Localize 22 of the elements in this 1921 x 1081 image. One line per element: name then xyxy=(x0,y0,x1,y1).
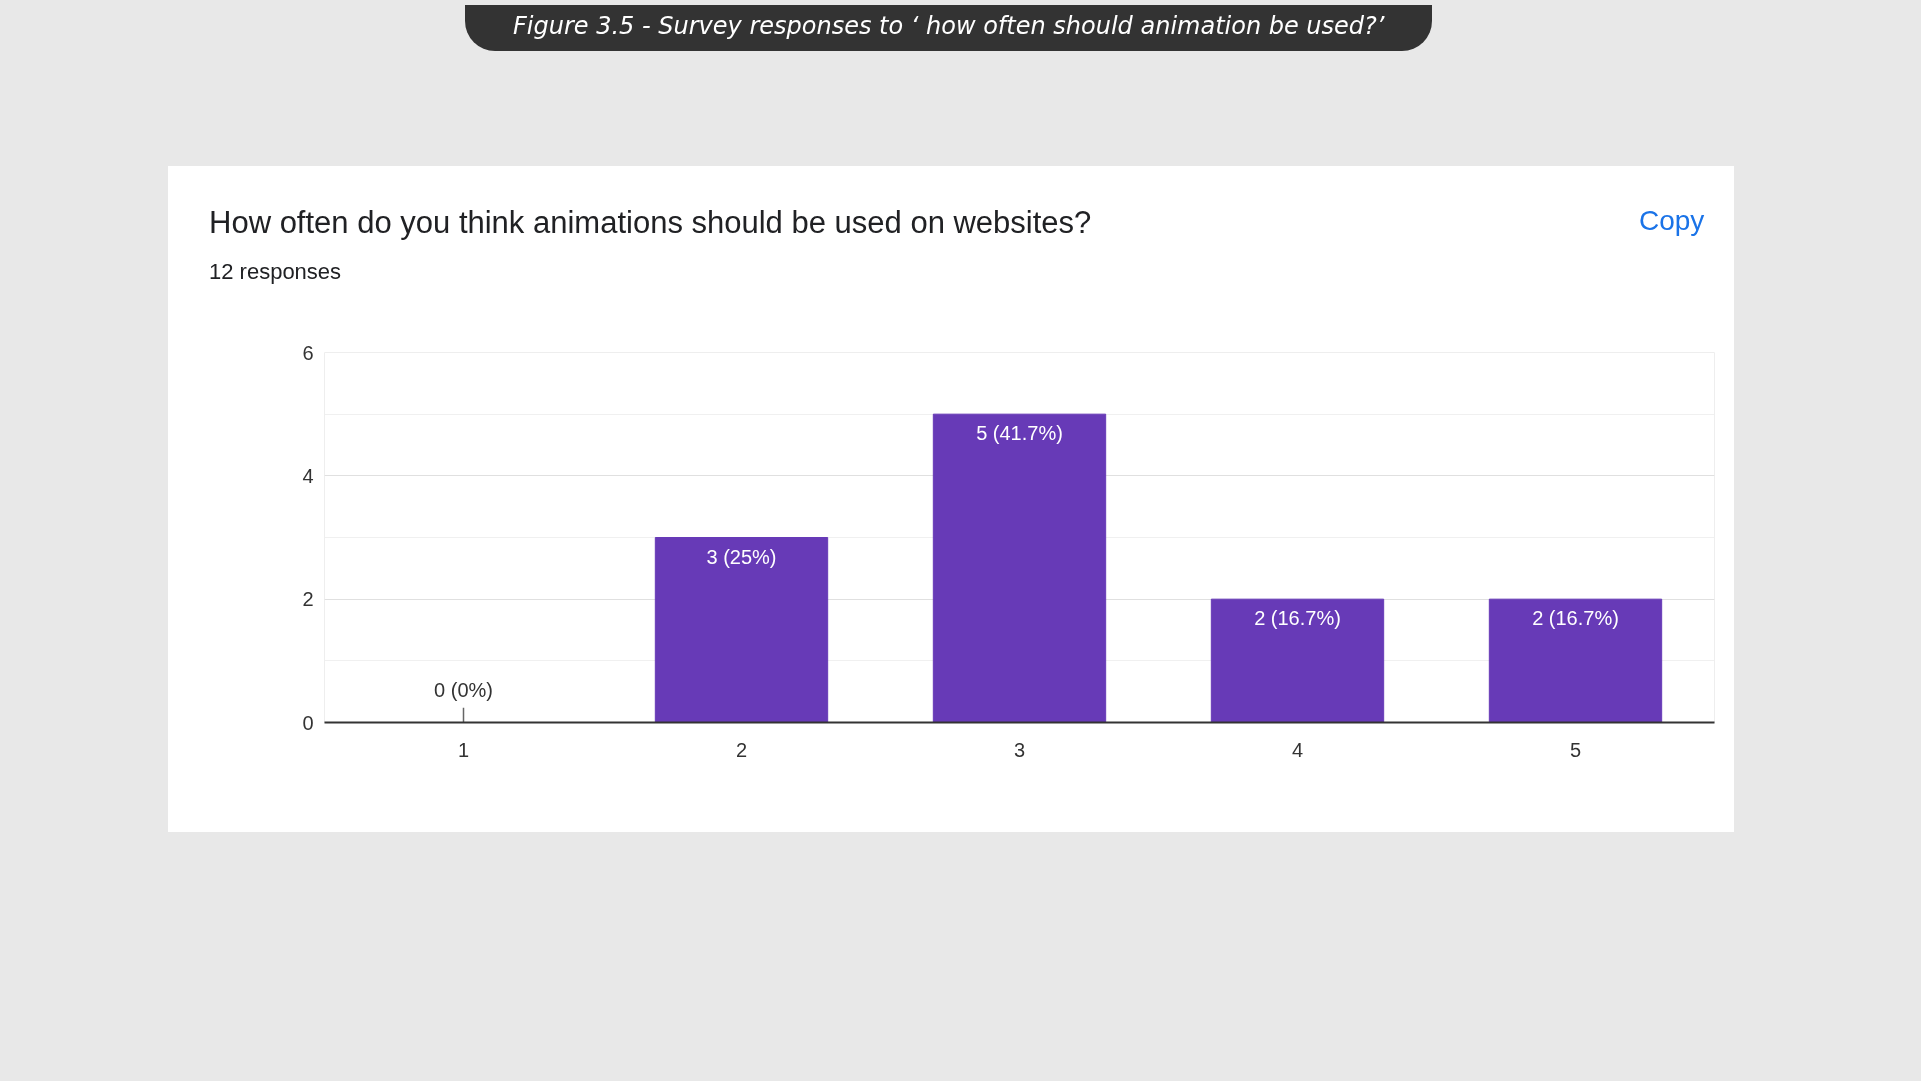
data-label: 0 (0%) xyxy=(434,678,493,701)
data-label: 2 (16.7%) xyxy=(1254,607,1341,630)
x-tick-label: 1 xyxy=(457,738,470,761)
x-tick-label: 4 xyxy=(1291,738,1304,761)
y-tick-label: 0 xyxy=(302,711,314,734)
bar xyxy=(654,536,829,723)
y-tick-label: 4 xyxy=(302,464,314,487)
bar xyxy=(1210,598,1385,723)
data-label: 5 (41.7%) xyxy=(976,422,1063,445)
x-tick-label: 3 xyxy=(1013,738,1026,761)
caption: Figure 3.5 - Survey responses to ‘ how often should animation be used?’ xyxy=(513,11,1385,42)
chart-subtitle: 12 responses xyxy=(209,257,342,286)
y-tick-label: 2 xyxy=(302,588,314,611)
bar xyxy=(932,413,1107,723)
data-label: 3 (25%) xyxy=(706,545,777,568)
text: Copy xyxy=(1639,204,1705,239)
chart-title: How often do you think animations should be used on websites? xyxy=(209,204,1092,243)
y-tick-label: 6 xyxy=(302,341,314,364)
x-tick-label: 2 xyxy=(735,738,748,761)
x-tick-label: 5 xyxy=(1569,738,1582,761)
data-label: 2 (16.7%) xyxy=(1532,607,1619,630)
bar xyxy=(1488,598,1663,723)
